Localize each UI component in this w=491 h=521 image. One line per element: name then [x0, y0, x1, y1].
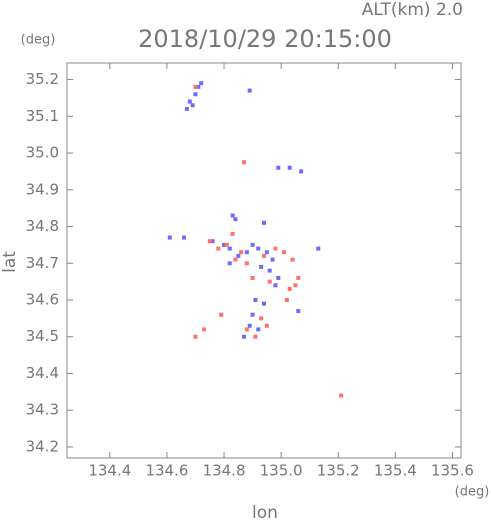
x-tick-label: 134.8	[203, 462, 246, 480]
point	[276, 275, 281, 280]
point	[210, 239, 215, 244]
point	[296, 309, 301, 314]
point	[219, 312, 224, 317]
point	[281, 250, 286, 255]
point	[267, 279, 272, 284]
point	[273, 283, 278, 288]
point	[187, 99, 192, 104]
point	[284, 298, 289, 302]
annotation: ALT(km) 2.0	[362, 0, 463, 20]
point	[222, 242, 227, 247]
point	[264, 250, 269, 255]
point	[262, 220, 266, 225]
x-unit: (deg)	[455, 485, 490, 500]
y-tick-label: 34.3	[26, 401, 59, 419]
point	[233, 217, 238, 222]
y-tick-label: 34.6	[26, 291, 59, 309]
point	[259, 316, 264, 321]
x-tick-label: 134.6	[145, 462, 188, 480]
point	[293, 283, 298, 288]
point	[227, 261, 232, 266]
point	[242, 160, 247, 165]
y-tick-label: 34.7	[26, 254, 59, 272]
y-tick-label: 34.9	[26, 180, 59, 198]
point	[339, 393, 344, 398]
point	[182, 235, 187, 240]
chart-title: 2018/10/29 20:15:00	[138, 25, 392, 53]
point	[267, 268, 272, 273]
point	[190, 103, 195, 108]
point	[299, 169, 304, 174]
point	[230, 213, 235, 218]
point	[244, 261, 249, 266]
point	[287, 165, 292, 170]
y-tick-label: 34.8	[26, 217, 59, 235]
point	[287, 286, 292, 291]
point	[216, 246, 221, 251]
point	[236, 253, 241, 258]
point	[259, 264, 264, 269]
point	[184, 106, 189, 111]
point	[262, 253, 266, 258]
point	[250, 275, 255, 280]
x-tick-label: 134.4	[88, 462, 131, 480]
y-tick-label: 34.2	[26, 437, 59, 455]
point	[233, 257, 238, 262]
point	[193, 334, 198, 339]
y-tick-label: 35.2	[26, 70, 59, 88]
point	[230, 231, 235, 236]
point	[199, 81, 204, 86]
point	[256, 246, 261, 251]
point	[247, 323, 252, 328]
point	[207, 239, 212, 244]
point	[296, 275, 301, 280]
y-axis-label: lat	[0, 251, 20, 273]
x-axis-label: lon	[252, 503, 278, 521]
point	[253, 298, 258, 302]
point	[270, 257, 275, 262]
point	[227, 246, 232, 251]
point	[193, 84, 198, 89]
y-tick-label: 35.1	[26, 107, 59, 125]
point	[264, 323, 269, 328]
point	[242, 334, 247, 339]
y-tick-label: 34.4	[26, 364, 59, 382]
x-tick-label: 135.4	[374, 462, 417, 480]
point	[196, 84, 201, 89]
x-tick-label: 135.0	[260, 462, 303, 480]
point	[239, 250, 244, 255]
point	[262, 301, 266, 306]
point	[256, 327, 261, 332]
point	[244, 250, 249, 255]
y-tick-label: 35.0	[26, 144, 59, 162]
x-tick-label: 135.2	[317, 462, 360, 480]
point	[250, 312, 255, 317]
point	[193, 92, 198, 97]
x-tick-label: 135.6	[431, 462, 474, 480]
point	[273, 246, 278, 251]
plot-frame	[66, 62, 462, 459]
point	[290, 257, 295, 262]
point	[276, 165, 281, 170]
y-tick-label: 34.5	[26, 327, 59, 345]
point	[224, 242, 229, 247]
point	[202, 327, 207, 332]
point	[247, 88, 252, 93]
y-unit: (deg)	[21, 33, 56, 48]
point	[250, 242, 255, 247]
point	[316, 246, 321, 251]
point	[167, 235, 172, 240]
point	[253, 334, 258, 339]
point	[244, 327, 249, 332]
